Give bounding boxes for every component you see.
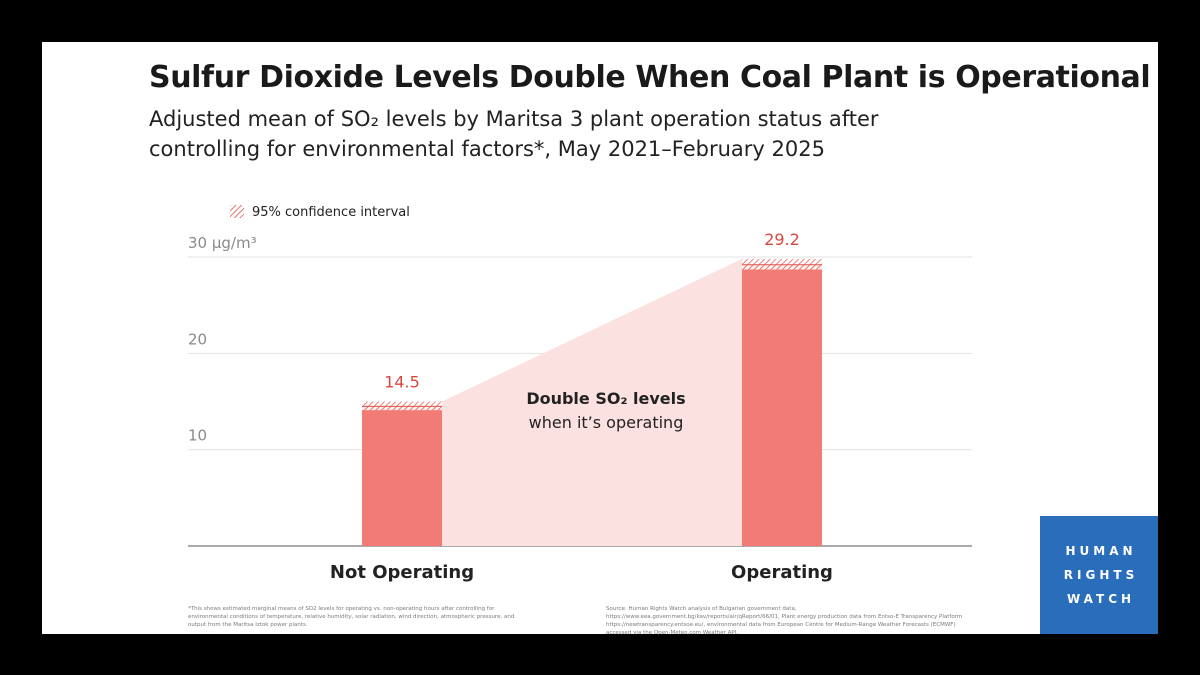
value-label-0: 14.5: [384, 373, 420, 392]
comparison-wedge: [442, 258, 742, 546]
chart-card: Sulfur Dioxide Levels Double When Coal P…: [42, 42, 1158, 636]
y-tick-label-10: 10: [188, 427, 207, 445]
legend-label: 95% confidence interval: [252, 205, 410, 220]
y-tick-label-30: 30 µg/m³: [188, 234, 257, 252]
legend-hatch-swatch: [230, 205, 244, 218]
chart-svg: 10 20 30 µg/m³ 14.5 Not Operating 29.2 Operat…: [188, 205, 972, 583]
value-label-1: 29.2: [764, 230, 800, 249]
bar-not-operating: [362, 406, 442, 546]
logo-line-3: WATCH: [1066, 592, 1136, 606]
chart-title: Sulfur Dioxide Levels Double When Coal P…: [149, 60, 1151, 95]
category-label-0: Not Operating: [330, 562, 474, 583]
annotation-line-2: when it’s operating: [529, 413, 684, 432]
source-note: Source: Human Rights Watch analysis of B…: [606, 606, 963, 636]
category-label-1: Operating: [731, 562, 833, 583]
footnote: *This shows estimated marginal means of …: [188, 606, 515, 628]
logo-line-1: HUMAN: [1065, 544, 1137, 558]
logo-line-2: RIGHTS: [1063, 568, 1139, 582]
y-tick-label-20: 20: [188, 330, 207, 348]
chart-subtitle: Adjusted mean of SO₂ levels by Maritsa 3…: [149, 107, 879, 161]
annotation-line-1: Double SO₂ levels: [526, 389, 685, 408]
hrw-logo: HUMAN RIGHTS WATCH: [1040, 516, 1158, 634]
bar-operating: [742, 264, 822, 546]
